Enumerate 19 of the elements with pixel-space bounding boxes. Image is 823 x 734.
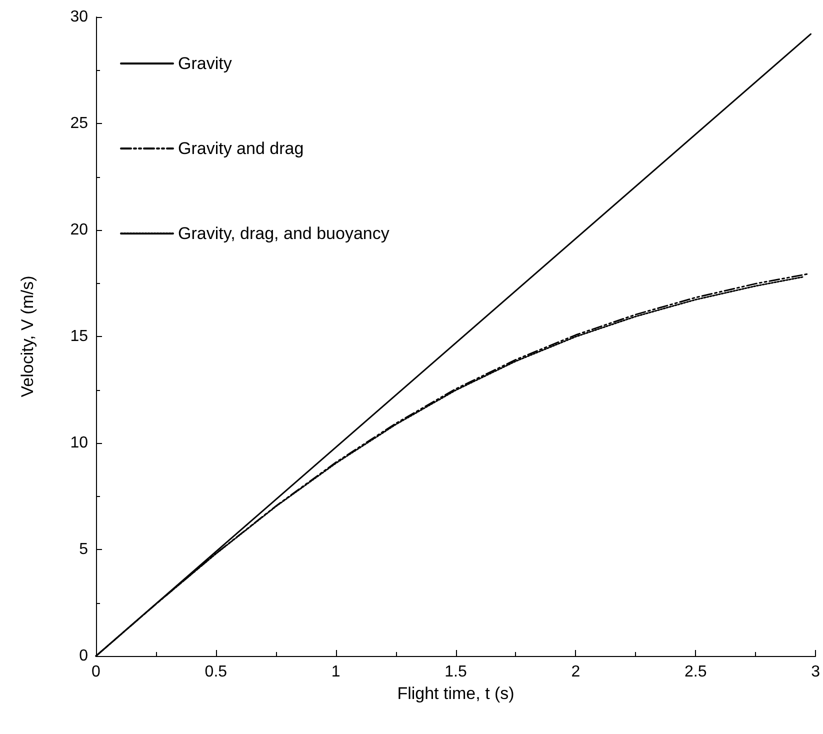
x-tick-label: 2 (571, 664, 580, 680)
y-tick-label: 30 (70, 8, 88, 26)
legend-label: Gravity (178, 54, 232, 73)
legend-label: Gravity and drag (178, 139, 304, 158)
y-tick-label: 25 (70, 115, 88, 132)
legend-label: Gravity, drag, and buoyancy (178, 224, 390, 243)
y-tick-label: 20 (70, 222, 88, 238)
x-tick-label: 2.5 (684, 664, 707, 680)
y-tick-label: 5 (79, 541, 88, 558)
x-axis-title: Flight time, t (s) (397, 684, 514, 703)
x-tick-label: 0.5 (204, 664, 228, 680)
y-tick-label: 15 (70, 328, 88, 345)
x-tick-label: 0 (92, 664, 101, 680)
x-tick-label: 1.5 (444, 664, 467, 680)
y-tick-label: 0 (79, 648, 88, 664)
y-tick-label: 10 (70, 434, 88, 452)
x-tick-label: 1 (331, 664, 340, 680)
y-axis-title: Velocity, V (m/s) (18, 276, 37, 398)
x-tick-label: 3 (811, 664, 820, 680)
